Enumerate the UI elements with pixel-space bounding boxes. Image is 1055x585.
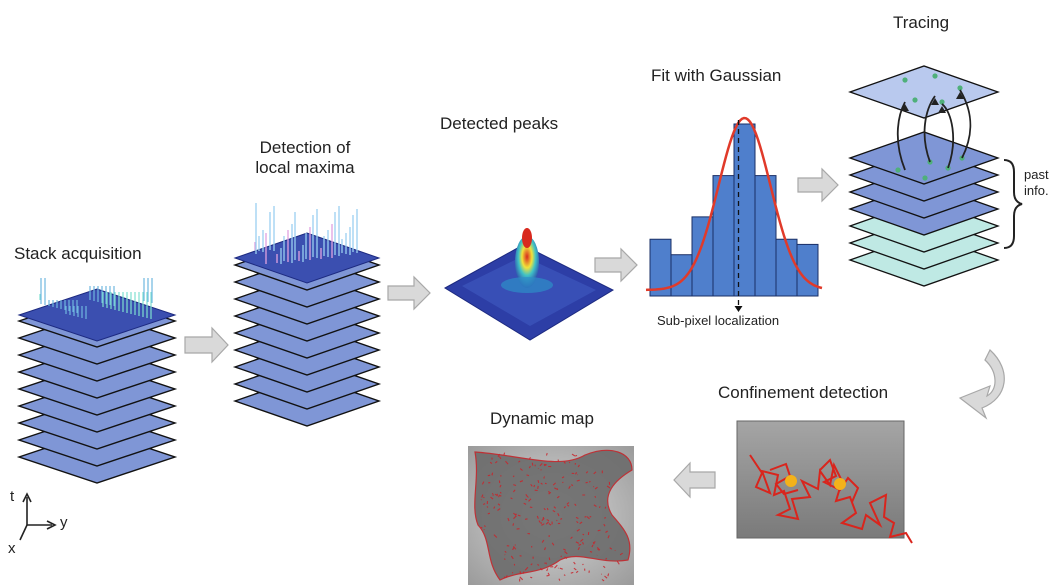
arrow-left-icon (673, 461, 716, 499)
histogram-bar (754, 175, 777, 297)
confined-zone-marker (834, 478, 846, 490)
particle-dot (922, 175, 928, 181)
local-maxima-title-line1: Detection of (259, 138, 351, 157)
gaussian-curve (645, 116, 823, 292)
histogram-bar (691, 216, 714, 297)
particle-dot (912, 97, 918, 103)
past-info-line2: info. (1024, 183, 1049, 198)
arrowhead-icon (901, 104, 909, 111)
histogram-bar (670, 254, 693, 297)
axes-icon (19, 492, 57, 541)
particle-dot (902, 77, 908, 83)
tracing-link-arrow (896, 101, 906, 171)
stack-acquisition-title: Stack acquisition (14, 244, 142, 263)
particle-dot (895, 167, 901, 173)
local-maxima-title-line2: local maxima (255, 158, 355, 177)
dynamic-map-title: Dynamic map (490, 409, 594, 428)
local-maxima-layers (232, 203, 382, 427)
intensity-surface (17, 288, 177, 342)
process-arrows (184, 167, 1005, 499)
histogram-bar (733, 123, 756, 297)
fit-gaussian-title: Fit with Gaussian (651, 66, 782, 85)
tracing-layers (848, 65, 1000, 287)
detected-peaks-title: Detected peaks (440, 114, 559, 133)
confinement-panel (736, 420, 913, 544)
particle-dot (932, 73, 938, 79)
detected-peak-surface (444, 228, 615, 341)
arrow-right-icon (797, 167, 839, 203)
tracing-title: Tracing (893, 13, 950, 32)
dynamic-map-panel (468, 446, 634, 585)
particle-dot (939, 99, 945, 105)
confinement-detection-title: Confinement detection (718, 383, 889, 402)
arrowhead-icon (956, 92, 964, 99)
tracing-layer (848, 131, 1000, 185)
arrow-right-icon (184, 326, 229, 364)
tracing-link-arrow (923, 95, 936, 163)
arrowhead-icon (938, 106, 946, 113)
confined-zone-marker (785, 475, 797, 487)
past-info-brace (1003, 159, 1023, 249)
past-info-line1: past (1024, 167, 1049, 182)
histogram-bar (796, 243, 819, 297)
arrowhead-icon (931, 98, 939, 105)
tracing-top-layer (848, 65, 1000, 119)
local-maxima-title: Detection of local maxima (235, 138, 375, 178)
particle-dot (957, 85, 963, 91)
axis-label-y: y (60, 514, 68, 531)
curved-arrow-icon (958, 349, 1005, 420)
axis-label-x: x (8, 540, 16, 557)
subpixel-localization-label: Sub-pixel localization (657, 313, 780, 328)
tracing-link-arrow (941, 103, 955, 169)
histogram-bar (775, 238, 798, 297)
maxima-surface (233, 232, 381, 284)
arrow-right-icon (594, 247, 638, 283)
axis-label-t: t (10, 488, 15, 505)
gaussian-fit-histogram (645, 116, 823, 312)
past-info-label: past info. (1024, 167, 1049, 199)
down-arrow-icon (734, 306, 743, 312)
arrow-right-icon (387, 275, 431, 311)
tracing-link-arrow (959, 89, 972, 159)
stack-acquisition-layers (16, 278, 178, 484)
